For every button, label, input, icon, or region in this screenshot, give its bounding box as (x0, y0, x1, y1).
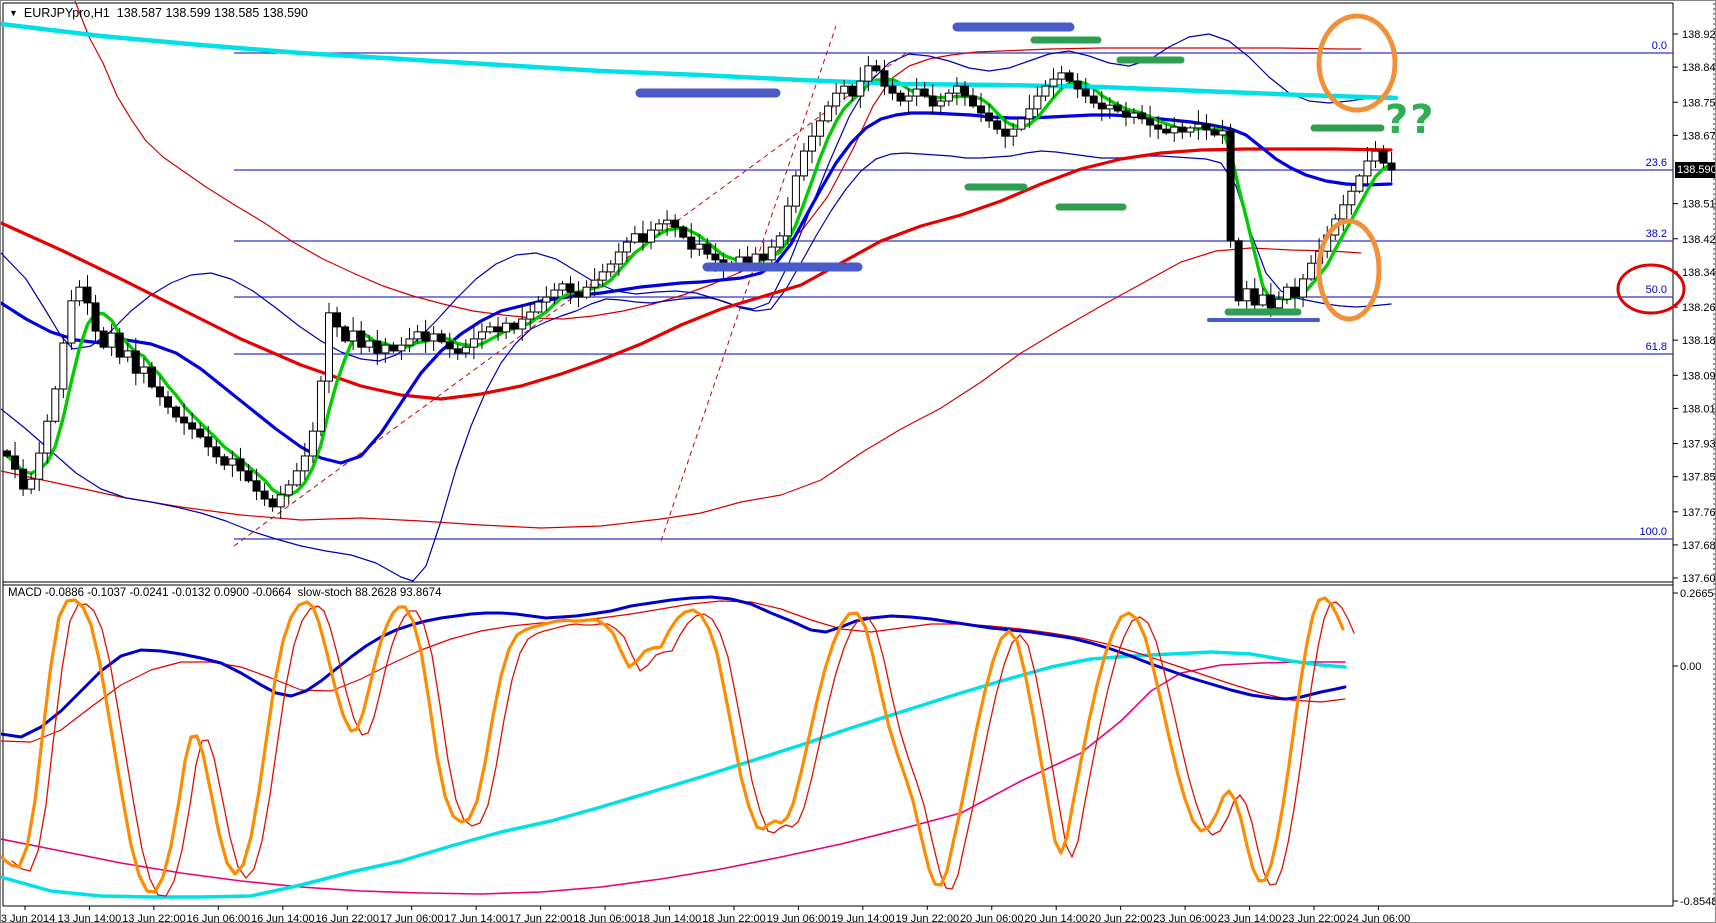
price-tick-label: 138.095 (1682, 370, 1716, 382)
price-tick-label: 138.425 (1682, 234, 1716, 246)
fib-label: 38.2 (1646, 228, 1667, 240)
indicator-tick-label: 0.2665 (1680, 588, 1714, 600)
orange-circle-annotation-1 (1316, 218, 1382, 322)
fib-label: 50.0 (1646, 284, 1667, 296)
stoch-values: slow-stoch 88.2628 93.8674 (297, 587, 442, 599)
time-tick-label: 17 Jun 06:00 (380, 913, 444, 923)
fib-label: 100.0 (1639, 526, 1667, 538)
fib-diagonal-1 (660, 25, 837, 542)
quote-values: 138.587 138.599 138.585 138.590 (116, 6, 308, 20)
symbol-name: EURJPYpro,H1 (23, 6, 110, 20)
price-tick-label: 137.605 (1682, 573, 1716, 585)
time-tick-label: 20 Jun 22:00 (1089, 913, 1153, 923)
time-tick-label: 23 Jun 22:00 (1282, 913, 1346, 923)
time-tick-label: 24 Jun 06:00 (1347, 913, 1411, 923)
price-tick-label: 137.850 (1682, 472, 1716, 484)
indicator-tick-label: 0.00 (1680, 661, 1701, 673)
time-tick-label: 18 Jun 14:00 (638, 913, 702, 923)
question-marks-annotation: ?? (1385, 97, 1436, 143)
time-tick-label: 20 Jun 14:00 (1024, 913, 1088, 923)
time-tick-label: 16 Jun 22:00 (315, 913, 379, 923)
current-price-badge: 138.590 (1675, 162, 1716, 178)
fib-diagonal-0 (233, 50, 910, 547)
symbol-title: ▼ EURJPYpro,H1 138.587 138.599 138.585 13… (9, 6, 308, 20)
time-tick-label: 18 Jun 22:00 (702, 913, 766, 923)
time-tick-label: 13 Jun 22:00 (122, 913, 186, 923)
price-tick-label: 138.675 (1682, 130, 1716, 142)
indicator-values-label: MACD -0.0886 -0.1037 -0.0241 -0.0132 0.0… (8, 587, 441, 599)
time-tick-label: 13 Jun 14:00 (58, 913, 122, 923)
price-tick-label: 137.765 (1682, 507, 1716, 519)
candles (3, 55, 1396, 519)
fib-label: 61.8 (1646, 341, 1667, 353)
macd-values: MACD -0.0886 -0.1037 -0.0241 -0.0132 0.0… (8, 587, 292, 599)
annotations (635, 13, 1686, 322)
price-tick-label: 137.685 (1682, 540, 1716, 552)
time-tick-label: 23 Jun 06:00 (1153, 913, 1217, 923)
red-circle-annotation (1616, 263, 1686, 315)
time-tick-label: 19 Jun 22:00 (895, 913, 959, 923)
time-tick-label: 18 Jun 06:00 (573, 913, 637, 923)
time-tick-label: 23 Jun 14:00 (1218, 913, 1282, 923)
symbol-dropdown-icon[interactable]: ▼ (9, 8, 18, 18)
price-tick-label: 138.180 (1682, 335, 1716, 347)
time-tick-label: 19 Jun 06:00 (767, 913, 831, 923)
fib-label: 0.0 (1652, 40, 1667, 52)
price-scale[interactable]: 138.920 138.840 138.755 138.675 138.510 138.4… (1673, 29, 1716, 908)
price-tick-label: 138.840 (1682, 62, 1716, 74)
orange-circle-annotation-0 (1316, 13, 1398, 113)
price-tick-label: 138.755 (1682, 97, 1716, 109)
indicator-lines (1, 595, 1355, 899)
time-tick-label: 17 Jun 14:00 (444, 913, 508, 923)
price-tick-label: 137.930 (1682, 439, 1716, 451)
price-tick-label: 138.015 (1682, 403, 1716, 415)
price-tick-label: 138.260 (1682, 302, 1716, 314)
indicator-tick-label: -0.8548 (1680, 896, 1716, 908)
time-tick-label: 13 Jun 2014 (1, 913, 55, 923)
time-tick-label: 19 Jun 14:00 (831, 913, 895, 923)
price-tick-label: 138.510 (1682, 199, 1716, 211)
fib-label: 23.6 (1646, 157, 1667, 169)
time-tick-label: 17 Jun 22:00 (509, 913, 573, 923)
time-tick-label: 16 Jun 06:00 (187, 913, 251, 923)
price-tick-label: 138.345 (1682, 267, 1716, 279)
time-tick-label: 16 Jun 14:00 (251, 913, 315, 923)
price-tick-label: 138.920 (1682, 29, 1716, 41)
time-tick-label: 20 Jun 06:00 (960, 913, 1024, 923)
